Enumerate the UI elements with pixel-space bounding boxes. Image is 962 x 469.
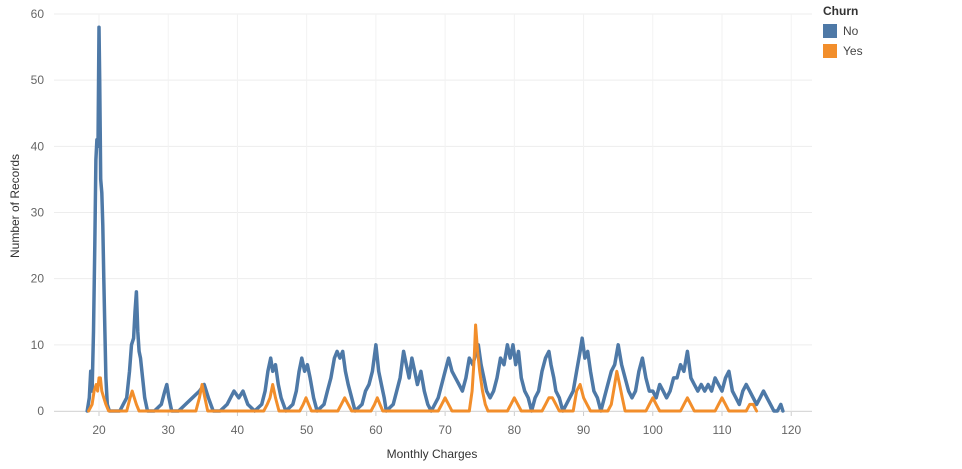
x-tick-label: 80: [508, 423, 522, 437]
legend-swatch-yes: [823, 44, 837, 58]
legend-title: Churn: [823, 4, 859, 18]
y-axis-title: Number of Records: [8, 154, 22, 258]
x-tick-label: 40: [231, 423, 245, 437]
x-tick-label: 60: [369, 423, 383, 437]
x-tick-label: 110: [712, 423, 731, 437]
legend-swatch-no: [823, 24, 837, 38]
legend-item-no[interactable]: No: [823, 21, 863, 41]
x-tick-label: 70: [438, 423, 452, 437]
y-tick-label: 40: [31, 139, 45, 153]
x-tick-label: 20: [92, 423, 106, 437]
series-lines: [85, 25, 785, 413]
series-line-yes: [87, 323, 759, 413]
x-tick-label: 50: [300, 423, 314, 437]
x-tick-label: 90: [577, 423, 591, 437]
legend-label-no: No: [843, 24, 859, 38]
x-tick-label: 30: [162, 423, 176, 437]
gridlines: [54, 13, 812, 412]
series-line-no: [85, 25, 785, 413]
legend-item-yes[interactable]: Yes: [823, 41, 863, 61]
y-axis-ticks: 0 10 20 30 40 50 60: [31, 7, 45, 418]
x-tick-label: 120: [781, 423, 801, 437]
x-axis-title: Monthly Charges: [387, 447, 478, 461]
y-tick-label: 20: [31, 272, 45, 286]
legend: Churn No Yes: [823, 4, 863, 61]
y-tick-label: 50: [31, 73, 45, 87]
y-tick-label: 60: [31, 7, 45, 21]
legend-label-yes: Yes: [843, 44, 863, 58]
y-tick-label: 10: [31, 338, 45, 352]
x-axis-ticks: 20 30 40 50 60 70 80 90 100 110 120: [92, 412, 802, 437]
y-tick-label: 0: [37, 404, 44, 418]
y-tick-label: 30: [31, 206, 45, 220]
x-tick-label: 100: [643, 423, 663, 437]
